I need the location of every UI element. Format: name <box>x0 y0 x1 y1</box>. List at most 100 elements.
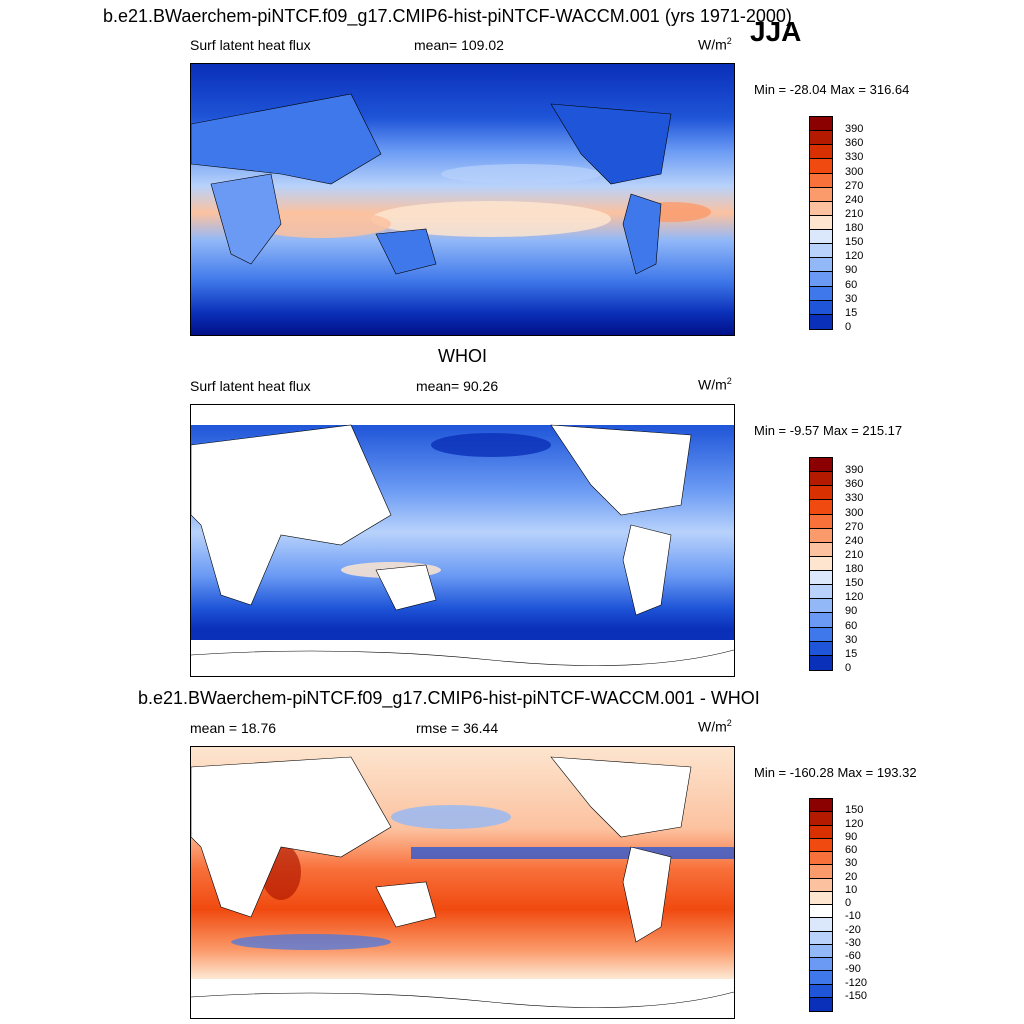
colorbar-swatch <box>810 173 832 188</box>
panel2-minmax: Min = -9.57 Max = 215.17 <box>754 423 903 438</box>
colorbar-tick-label: 10 <box>845 883 858 896</box>
colorbar-swatch <box>810 486 832 501</box>
colorbar-swatch <box>810 571 832 586</box>
panel3-minmax: Min = -160.28 Max = 193.32 <box>754 765 917 780</box>
colorbar-swatch <box>810 958 832 972</box>
colorbar-swatch <box>810 918 832 932</box>
colorbar-swatch <box>810 542 832 557</box>
panel1-variable-label: Surf latent heat flux <box>190 37 311 53</box>
colorbar-swatch <box>810 159 832 174</box>
colorbar-swatch <box>810 812 832 826</box>
colorbar-swatch <box>810 799 832 813</box>
colorbar-tick-label: 180 <box>845 222 864 235</box>
colorbar-tick-label: 60 <box>845 278 858 291</box>
colorbar-swatch <box>810 458 832 473</box>
colorbar-tick-label: 30 <box>845 292 858 305</box>
colorbar-tick-label: 270 <box>845 179 864 192</box>
colorbar-swatch <box>810 852 832 866</box>
colorbar-tick-label: -150 <box>845 989 868 1002</box>
panel1-units: W/m2 <box>698 36 732 53</box>
colorbar-tick-label: 240 <box>845 193 864 206</box>
colorbar-tick-label: 300 <box>845 506 864 519</box>
colorbar-tick-label: -120 <box>845 976 868 989</box>
colorbar-tick-label: 180 <box>845 563 864 576</box>
main-title: b.e21.BWaerchem-piNTCF.f09_g17.CMIP6-his… <box>103 6 792 26</box>
panel2-title: WHOI <box>438 346 487 366</box>
colorbar-tick-label: 0 <box>845 321 852 333</box>
colorbar-tick-label: 150 <box>845 804 864 817</box>
colorbar-tick-label: 210 <box>845 548 864 561</box>
colorbar-swatch <box>810 117 832 132</box>
colorbar-tick-label: 150 <box>845 236 864 249</box>
colorbar-swatch <box>810 825 832 839</box>
colorbar-swatch <box>810 878 832 892</box>
colorbar-tick-label: -10 <box>845 910 861 923</box>
colorbar-tick-label: -30 <box>845 936 861 949</box>
colorbar-tick-label: 90 <box>845 605 858 618</box>
colorbar-tick-label: 360 <box>845 137 864 150</box>
colorbar-tick-label: 330 <box>845 151 864 164</box>
colorbar-swatch <box>810 905 832 919</box>
colorbar-swatch <box>810 585 832 600</box>
panel2-units: W/m2 <box>698 376 732 393</box>
colorbar-swatch <box>810 613 832 628</box>
colorbar-swatch <box>810 931 832 945</box>
panel1-map <box>190 63 735 336</box>
panel3-rmse: rmse = 36.44 <box>416 720 499 736</box>
colorbar-swatch <box>810 187 832 202</box>
colorbar-swatch <box>810 215 832 230</box>
colorbar-swatch <box>810 528 832 543</box>
colorbar-tick-label: 30 <box>845 857 858 870</box>
colorbar-swatch <box>810 944 832 958</box>
colorbar-swatch <box>810 891 832 905</box>
colorbar-swatch <box>810 599 832 614</box>
colorbar-swatch <box>810 300 832 315</box>
panel3-mean: mean = 18.76 <box>190 720 277 736</box>
colorbar-swatch <box>810 627 832 642</box>
colorbar-tick-label: 210 <box>845 207 864 220</box>
colorbar-tick-label: 300 <box>845 165 864 178</box>
colorbar-tick-label: 15 <box>845 647 858 660</box>
colorbar-tick-label: 330 <box>845 492 864 505</box>
colorbar-tick-label: 0 <box>845 897 852 909</box>
colorbar-swatch <box>810 145 832 160</box>
panel3-colorbar <box>809 798 833 1012</box>
panel3-map <box>190 746 735 1019</box>
colorbar-tick-label: 20 <box>845 870 858 883</box>
colorbar-swatch <box>810 472 832 487</box>
colorbar-swatch <box>810 514 832 529</box>
colorbar-tick-label: 15 <box>845 306 858 319</box>
colorbar-swatch <box>810 984 832 998</box>
colorbar-swatch <box>810 838 832 852</box>
colorbar-tick-label: 390 <box>845 464 864 477</box>
colorbar-swatch <box>810 556 832 571</box>
colorbar-swatch <box>810 971 832 985</box>
colorbar-tick-label: 90 <box>845 264 858 277</box>
panel3-title: b.e21.BWaerchem-piNTCF.f09_g17.CMIP6-his… <box>138 688 760 708</box>
panel2-variable-label: Surf latent heat flux <box>190 378 311 394</box>
colorbar-tick-label: 30 <box>845 633 858 646</box>
panel1-colorbar <box>809 116 833 330</box>
colorbar-tick-label: 0 <box>845 662 852 674</box>
colorbar-tick-label: 240 <box>845 534 864 547</box>
colorbar-swatch <box>810 641 832 656</box>
panel1-minmax: Min = -28.04 Max = 316.64 <box>754 82 910 97</box>
colorbar-swatch <box>810 286 832 301</box>
colorbar-tick-label: 150 <box>845 577 864 590</box>
colorbar-tick-label: -20 <box>845 923 861 936</box>
colorbar-swatch <box>810 272 832 287</box>
colorbar-tick-label: 120 <box>845 591 864 604</box>
panel1-mean: mean= 109.02 <box>414 37 504 53</box>
colorbar-tick-label: 270 <box>845 520 864 533</box>
colorbar-swatch <box>810 865 832 879</box>
colorbar-tick-label: -90 <box>845 963 861 976</box>
colorbar-swatch <box>810 314 832 329</box>
panel3-units: W/m2 <box>698 718 732 735</box>
colorbar-swatch <box>810 655 832 670</box>
panel2-colorbar <box>809 457 833 671</box>
colorbar-tick-label: -60 <box>845 950 861 962</box>
colorbar-swatch <box>810 244 832 259</box>
colorbar-swatch <box>810 258 832 273</box>
colorbar-tick-label: 60 <box>845 844 858 856</box>
colorbar-swatch <box>810 131 832 146</box>
